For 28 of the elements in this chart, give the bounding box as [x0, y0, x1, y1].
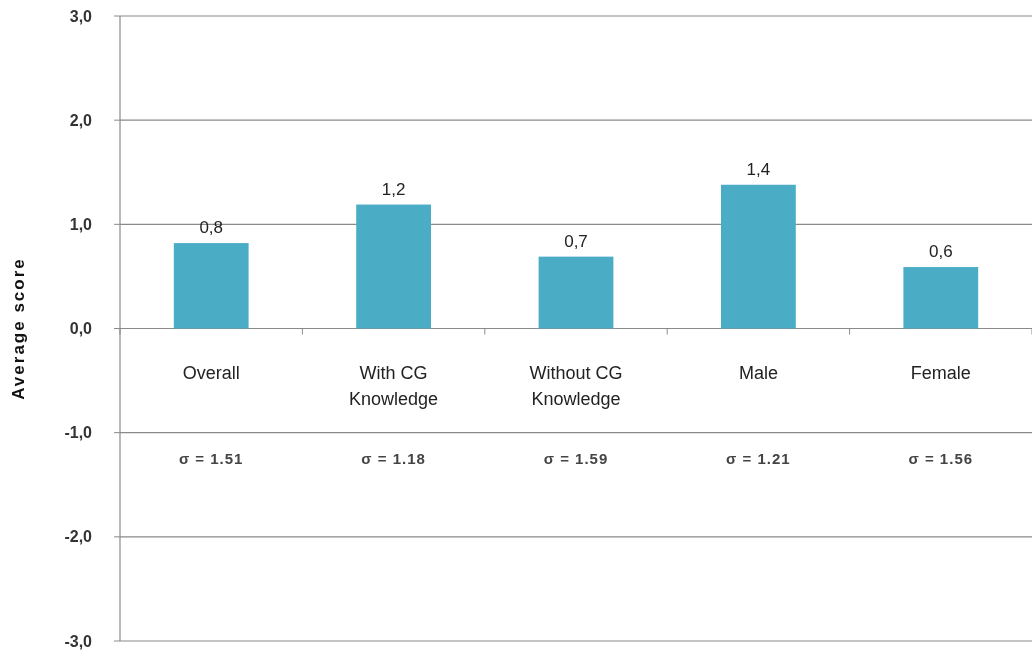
y-tick-label: 1,0: [69, 215, 93, 233]
bar: [903, 267, 979, 329]
x-tick-label: Without CG Knowledge: [529, 362, 623, 409]
bar: [356, 204, 431, 329]
y-tick-label: -2,0: [64, 528, 93, 546]
annotation: σ = 1.56: [908, 449, 974, 467]
y-tick-label: 3,0: [69, 7, 93, 25]
y-axis-title: Average score: [9, 257, 28, 400]
y-tick-label: 2,0: [69, 111, 93, 129]
bar: [173, 243, 249, 329]
annotation: σ = 1.59: [543, 449, 609, 467]
y-tick-label: 0,0: [69, 320, 93, 338]
annotation: σ = 1.18: [361, 449, 426, 467]
y-tick-label: -3,0: [64, 632, 93, 650]
annotation: σ = 1.51: [178, 449, 244, 467]
x-tick-label: Male: [738, 362, 778, 383]
x-tick-label: With CG Knowledge: [349, 362, 439, 409]
y-tick-label: -1,0: [64, 424, 93, 442]
data-label: 0,8: [199, 218, 224, 238]
annotation: σ = 1.21: [726, 449, 791, 467]
bar: [538, 256, 614, 329]
data-label: 0,6: [928, 242, 953, 262]
bar: [721, 184, 796, 329]
data-label: 1,4: [746, 159, 771, 179]
x-tick-label: Female: [910, 362, 971, 383]
x-tick-label: Overall: [182, 362, 240, 383]
data-label: 0,7: [564, 231, 588, 251]
data-label: 1,2: [381, 179, 406, 199]
